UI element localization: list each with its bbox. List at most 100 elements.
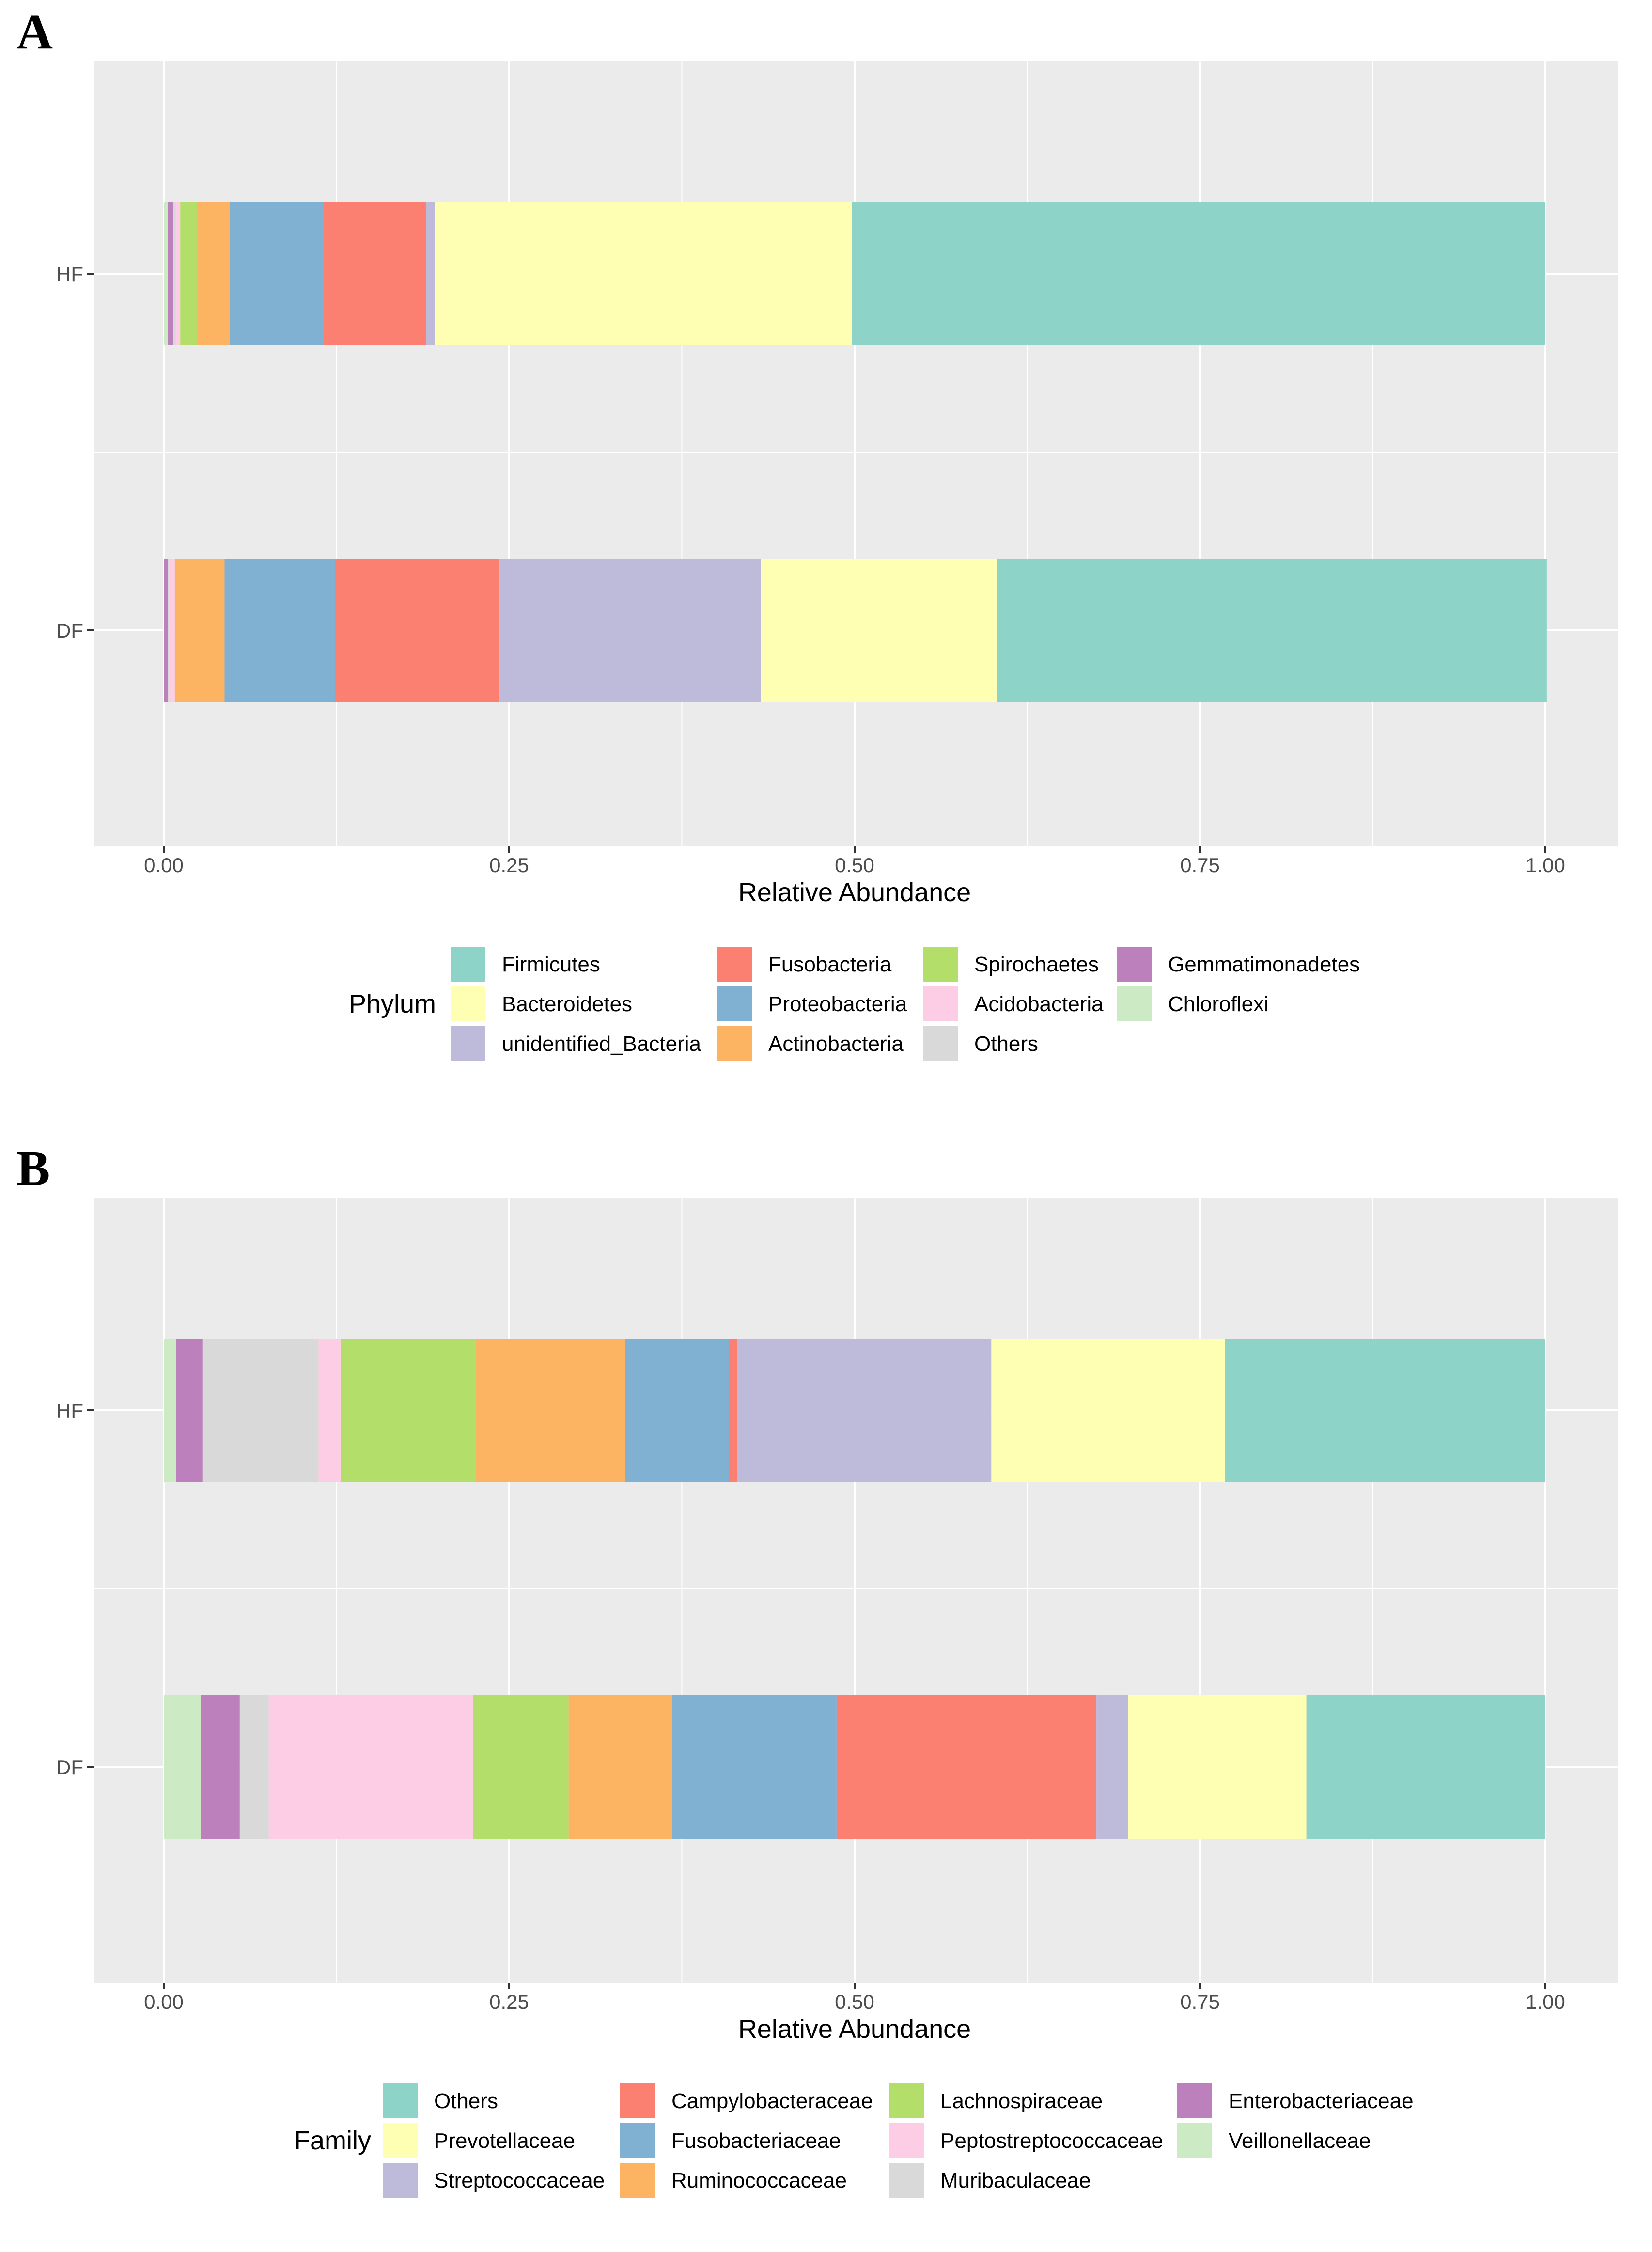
x-axis-title: Relative Abundance [738,2015,971,2044]
bar-segment-hf-unidentified-bacteria [426,202,435,345]
x-tick-label: 0.00 [144,854,184,876]
legend-key-fusobacteria [717,947,752,982]
bar-segment-df-fusobacteria [335,559,500,702]
phylum-stacked-bar-chart: HF DF 0.00 0.25 0.50 0.75 1.00 Relative Abundan… [56,61,1618,1061]
legend-label-fusobacteriaceae: Fusobacteriaceae [671,2129,841,2153]
legend-label-peptostreptococcaceae: Peptostreptococcaceae [940,2129,1163,2153]
bar-segment-df-prevotellaceae [1128,1695,1307,1839]
legend-label-proteobacteria: Proteobacteria [768,992,907,1016]
legend-label-lachnospiraceae: Lachnospiraceae [940,2089,1103,2113]
bar-segment-df-others [1306,1695,1545,1839]
bar-segment-df-proteobacteria [224,559,335,702]
bar-segment-hf-fusobacteria [324,202,426,345]
bar-segment-hf-streptococcaceae [737,1339,992,1482]
legend-label-unidentified-bacteria: unidentified_Bacteria [502,1032,701,1056]
bar-segment-df-campylobacteraceae [836,1695,1097,1839]
bar-segment-df-acidobacteria [169,559,175,702]
bar-segment-hf-campylobacteraceae [729,1339,737,1482]
x-tick-label: 0.25 [489,854,529,876]
x-tick-label: 0.75 [1180,1990,1220,2013]
x-tick-label: 0.75 [1180,854,1220,876]
bar-segment-hf-chloroflexi [164,202,168,345]
legend-key-veillonellaceae [1177,2123,1212,2158]
bar-segment-hf-peptostreptococcaceae [318,1339,341,1482]
x-tick-label: 1.00 [1526,1990,1565,2013]
legend-key-prevotellaceae [383,2123,418,2158]
legend-label-bacteroidetes: Bacteroidetes [502,992,632,1016]
legend-label-streptococcaceae: Streptococcaceae [434,2169,605,2192]
legend-key-unidentified-bacteria [451,1026,485,1061]
bar-segment-hf-muribaculaceae [202,1339,319,1482]
bar-segment-df-enterobacteriaceae [201,1695,240,1839]
panel-letter-b: B [16,1141,50,1196]
x-tick-label: 0.00 [144,1990,184,2013]
bar-segment-df-others [168,559,170,702]
legend-key-chloroflexi [1117,986,1152,1021]
bar-segment-hf-fusobacteriaceae [625,1339,729,1482]
panel-letter-a: A [16,4,53,60]
legend-label-ruminococcaceae: Ruminococcaceae [671,2169,847,2192]
legend-label-enterobacteriaceae: Enterobacteriaceae [1229,2089,1414,2113]
bar-segment-hf-actinobacteria [197,202,230,345]
legend-key-ruminococcaceae [620,2163,655,2198]
legend-key-enterobacteriaceae [1177,2083,1212,2118]
bar-segment-hf-acidobacteria [176,202,181,345]
legend-key-lachnospiraceae [889,2083,924,2118]
legend-title: Phylum [349,989,436,1018]
legend-label-actinobacteria: Actinobacteria [768,1032,904,1056]
legend-key-streptococcaceae [383,2163,418,2198]
bar-segment-hf-enterobacteriaceae [176,1339,203,1482]
x-axis-title: Relative Abundance [738,878,971,907]
bar-segment-df-fusobacteriaceae [672,1695,837,1839]
bar-segment-df-unidentified-bacteria [499,559,761,702]
legend-label-gemmatimonadetes: Gemmatimonadetes [1168,953,1360,976]
x-tick-label: 0.50 [835,1990,874,2013]
legend-label-firmicutes: Firmicutes [502,953,600,976]
legend-key-spirochaetes [923,947,958,982]
legend-label-acidobacteria: Acidobacteria [974,992,1104,1016]
family-stacked-bar-chart: HF DF 0.00 0.25 0.50 0.75 1.00 Relative Abundan… [56,1198,1618,2198]
bar-segment-hf-veillonellaceae [164,1339,176,1482]
legend-label-prevotellaceae: Prevotellaceae [434,2129,575,2153]
bar-segment-df-lachnospiraceae [473,1695,569,1839]
legend-label-others: Others [434,2089,498,2113]
legend-key-actinobacteria [717,1026,752,1061]
bar-segment-hf-bacteroidetes [434,202,852,345]
bar-segment-df-muribaculaceae [239,1695,269,1839]
bar-segment-df-bacteroidetes [761,559,997,702]
bar-segment-df-streptococcaceae [1096,1695,1128,1839]
legend-key-acidobacteria [923,986,958,1021]
legend-key-muribaculaceae [889,2163,924,2198]
legend-key-campylobacteraceae [620,2083,655,2118]
legend-key-proteobacteria [717,986,752,1021]
y-tick-label-hf: HF [56,263,83,285]
legend-key-peptostreptococcaceae [889,2123,924,2158]
bar-segment-hf-ruminococcaceae [476,1339,625,1482]
bar-segment-hf-firmicutes [852,202,1545,345]
bar-segment-hf-gemmatimonadetes [168,202,173,345]
legend-key-gemmatimonadetes [1117,947,1152,982]
bar-segment-df-veillonellaceae [164,1695,202,1839]
y-tick-label-df: DF [56,619,83,642]
legend-key-firmicutes [451,947,485,982]
y-tick-label-hf: HF [56,1399,83,1422]
bar-segment-hf-others [1225,1339,1545,1482]
bar-segment-df-peptostreptococcaceae [268,1695,473,1839]
legend-key-fusobacteriaceae [620,2123,655,2158]
legend-key-others [383,2083,418,2118]
legend-key-bacteroidetes [451,986,485,1021]
plot-panel [94,61,1618,846]
bar-segment-hf-prevotellaceae [991,1339,1225,1482]
bar-segment-hf-lachnospiraceae [341,1339,476,1482]
bar-segment-hf-others [173,202,176,345]
x-tick-label: 0.25 [489,1990,529,2013]
bar-segment-hf-proteobacteria [230,202,324,345]
legend-label-fusobacteria: Fusobacteria [768,953,892,976]
bar-segment-df-actinobacteria [174,559,225,702]
legend-label-spirochaetes: Spirochaetes [974,953,1099,976]
legend-title: Family [294,2126,371,2155]
bar-segment-df-ruminococcaceae [568,1695,672,1839]
legend-label-veillonellaceae: Veillonellaceae [1229,2129,1371,2153]
legend-label-chloroflexi: Chloroflexi [1168,992,1269,1016]
bar-segment-hf-spirochaetes [180,202,197,345]
